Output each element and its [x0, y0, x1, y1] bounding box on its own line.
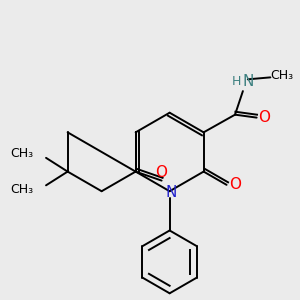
Text: O: O — [156, 165, 168, 180]
Text: CH₃: CH₃ — [271, 69, 294, 82]
Text: CH₃: CH₃ — [10, 147, 33, 161]
Text: N: N — [242, 74, 254, 89]
Text: CH₃: CH₃ — [10, 183, 33, 196]
Text: O: O — [230, 177, 242, 192]
Text: H: H — [231, 75, 241, 88]
Text: O: O — [259, 110, 271, 125]
Text: N: N — [166, 185, 177, 200]
